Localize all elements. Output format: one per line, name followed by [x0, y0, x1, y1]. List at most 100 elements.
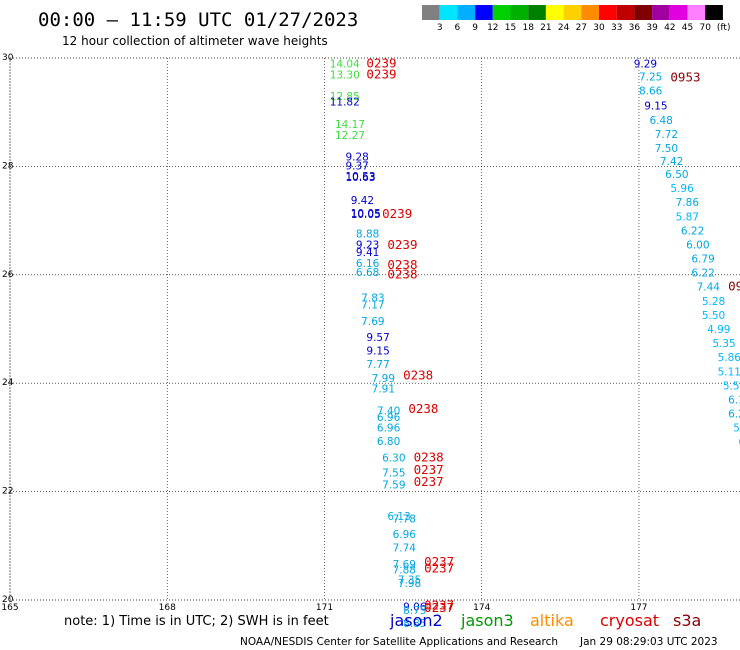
color-scale-swatch: [652, 5, 670, 20]
chart-title: 00:00 – 11:59 UTC 01/27/2023: [38, 9, 358, 31]
wave-height-value: 11.82: [330, 96, 360, 108]
pass-time-label: 0238: [387, 257, 417, 272]
x-tick-label: 174: [473, 603, 490, 613]
wave-height-value: 5.33: [733, 423, 740, 435]
color-scale-swatch: [687, 5, 706, 20]
wave-height-value: 7.99: [372, 373, 395, 385]
color-scale-label: 6: [455, 23, 461, 33]
color-scale-unit: (ft): [717, 23, 731, 33]
wave-height-value: 7.35: [398, 574, 421, 586]
color-scale-swatch: [563, 5, 582, 20]
color-scale-label: 39: [646, 23, 658, 33]
pass-time-label: 0239: [366, 55, 396, 70]
y-tick-label: 26: [2, 270, 14, 280]
wave-height-value: 8.88: [356, 229, 379, 241]
wave-height-value: 6.13: [387, 511, 410, 523]
wave-height-value: 6.22: [728, 409, 740, 421]
wave-height-value: 9.57: [366, 332, 389, 344]
wave-height-value: 10.05: [351, 209, 381, 221]
legend-altika: altika: [530, 611, 574, 630]
wave-height-value: 7.17: [361, 300, 384, 312]
pass-time-label: 0237: [424, 554, 454, 569]
wave-height-value: 6.50: [665, 169, 688, 181]
color-scale-label: 45: [682, 23, 693, 33]
wave-height-value: 6.79: [691, 254, 714, 266]
wave-height-value: 10.63: [345, 172, 375, 184]
wave-height-value: 5.11: [718, 366, 740, 378]
color-scale-label: 21: [540, 23, 551, 33]
color-scale-label: 30: [593, 23, 605, 33]
legend-jason3: jason3: [460, 611, 514, 630]
plot-frame: [9, 57, 740, 601]
wave-height-value: 5.28: [702, 296, 725, 308]
y-tick-label: 30: [2, 53, 14, 63]
wave-height-value: 7.88: [393, 565, 416, 577]
wave-height-value: 6.22: [681, 225, 704, 237]
pass-time-label: 0238: [414, 449, 444, 464]
wave-height-value: 5.86: [718, 352, 740, 364]
pass-time-label: 0953: [670, 70, 700, 85]
y-tick-label: 20: [2, 595, 14, 605]
color-scale-swatch: [492, 5, 511, 20]
wave-height-value: 9.23: [356, 239, 379, 251]
wave-height-value: 7.72: [655, 129, 678, 141]
wave-height-value: 9.42: [351, 195, 374, 207]
color-scale-label: 24: [558, 23, 570, 33]
pass-time-labels: 0239023902390239023802380238023802380237…: [366, 55, 740, 615]
pass-time-label: 0239: [387, 237, 417, 252]
wave-height-value: 6.96: [377, 423, 401, 435]
wave-height-value: 6.48: [649, 115, 672, 127]
timestamp-text: Jan 29 08:29:03 UTC 2023: [579, 636, 718, 648]
wave-height-value: 9.15: [644, 101, 667, 113]
x-tick-label: 177: [630, 603, 647, 613]
wave-height-value: 7.98: [398, 578, 421, 590]
color-scale-label: 3: [437, 23, 443, 33]
wave-height-value: 7.50: [655, 143, 678, 155]
wave-height-value: 6.96: [393, 529, 417, 541]
y-tick-label: 24: [2, 378, 14, 388]
wave-height-value: 9.29: [634, 58, 657, 70]
color-scale-swatch: [545, 5, 564, 20]
wave-height-value: 6.30: [382, 452, 405, 464]
wave-height-value: 9.28: [345, 152, 368, 164]
color-scale-label: 18: [522, 23, 534, 33]
chart-subtitle: 12 hour collection of altimeter wave hei…: [62, 34, 328, 48]
wave-height-value: 7.44: [697, 282, 721, 294]
wave-height-value: 9.41: [356, 247, 379, 259]
color-scale-legend: 3 6 9 12 15 18 21 24 27 30 33 36 39 42 45 70 (ft): [422, 5, 730, 33]
wave-height-value: 7.25: [639, 71, 662, 83]
color-scale-swatch: [457, 5, 476, 20]
wave-height-value: 7.42: [660, 156, 683, 168]
wave-height-value: 7.83: [361, 293, 384, 305]
color-scale-label: 33: [611, 23, 622, 33]
y-tick-label: 28: [2, 161, 14, 171]
wave-height-value: 12.27: [335, 130, 365, 142]
wave-height-value: 6.96: [377, 412, 401, 424]
legend-jason2: jason2: [389, 611, 443, 630]
map-grid: [9, 57, 740, 601]
wave-height-value: 7.40: [377, 405, 400, 417]
wave-height-value: 6.16: [356, 258, 380, 270]
wave-height-value: 9.06: [403, 602, 427, 614]
wave-height-value: 7.55: [382, 468, 405, 480]
wave-height-value: 5.96: [670, 183, 694, 195]
y-tick-label: 22: [2, 487, 13, 497]
pass-time-label: 0237: [414, 462, 444, 477]
wave-height-value: 4.99: [707, 324, 730, 336]
wave-height-value: 7.59: [382, 480, 405, 492]
wave-height-value: 10.05: [351, 208, 381, 220]
color-scale-swatch: [422, 5, 440, 20]
color-scale-label: 36: [629, 23, 641, 33]
x-tick-label: 168: [159, 603, 176, 613]
wave-height-value: 7.69: [361, 316, 384, 328]
wave-height-value: 6.14: [728, 394, 740, 406]
pass-time-label: 0238: [387, 266, 417, 281]
color-scale-swatch: [439, 5, 458, 20]
wave-height-value: 5.35: [712, 338, 735, 350]
wave-height-value: 5.54: [723, 380, 740, 392]
legend-cryosat: cryosat: [600, 611, 659, 630]
latitude-tick-labels: 20 22 24 26 28 30: [2, 53, 14, 605]
color-scale-label: 9: [472, 23, 478, 33]
wave-height-value: 6.80: [377, 436, 400, 448]
